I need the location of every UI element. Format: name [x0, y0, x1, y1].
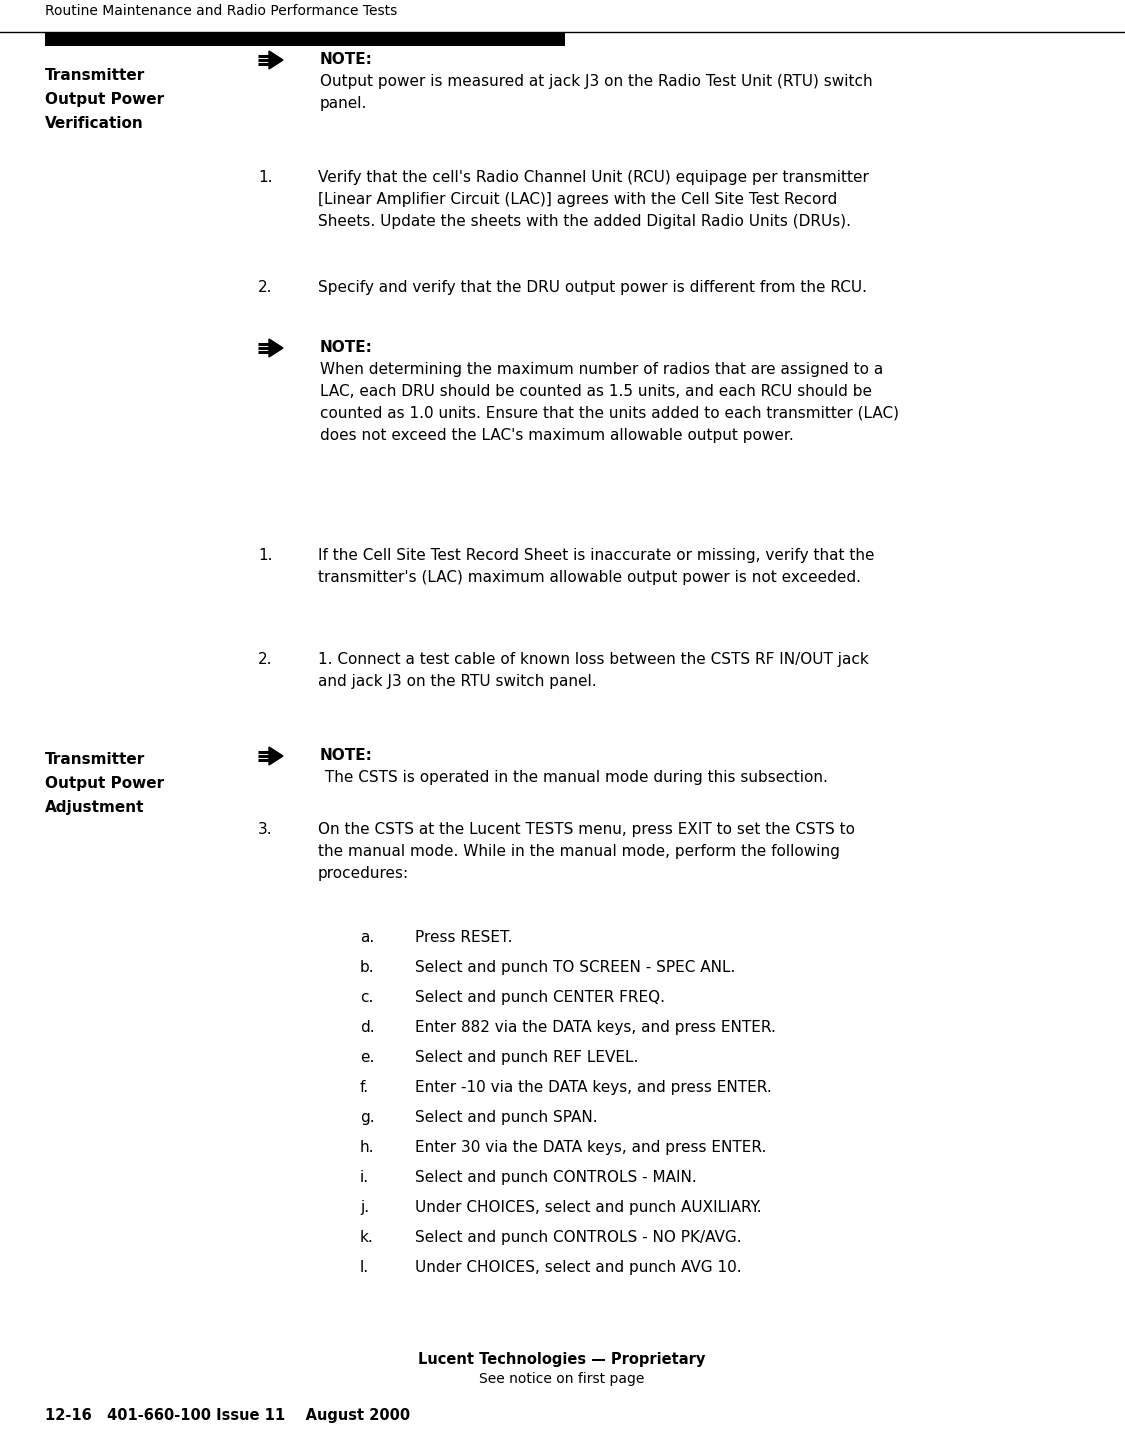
Text: Output power is measured at jack J3 on the Radio Test Unit (RTU) switch: Output power is measured at jack J3 on t… [319, 74, 873, 89]
Text: Under CHOICES, select and punch AUXILIARY.: Under CHOICES, select and punch AUXILIAR… [415, 1200, 762, 1216]
Text: Specify and verify that the DRU output power is different from the RCU.: Specify and verify that the DRU output p… [318, 280, 867, 295]
Text: panel.: panel. [319, 96, 368, 112]
Text: When determining the maximum number of radios that are assigned to a: When determining the maximum number of r… [319, 362, 883, 378]
Text: Press RESET.: Press RESET. [415, 930, 513, 945]
Text: and jack J3 on the RTU switch panel.: and jack J3 on the RTU switch panel. [318, 674, 596, 689]
Text: Enter -10 via the DATA keys, and press ENTER.: Enter -10 via the DATA keys, and press E… [415, 1080, 772, 1095]
Text: Sheets. Update the sheets with the added Digital Radio Units (DRUs).: Sheets. Update the sheets with the added… [318, 214, 850, 229]
Text: Select and punch CONTROLS - MAIN.: Select and punch CONTROLS - MAIN. [415, 1170, 696, 1185]
Text: i.: i. [360, 1170, 369, 1185]
Polygon shape [269, 339, 284, 358]
Text: See notice on first page: See notice on first page [479, 1371, 645, 1386]
Text: transmitter's (LAC) maximum allowable output power is not exceeded.: transmitter's (LAC) maximum allowable ou… [318, 571, 861, 585]
Text: The CSTS is operated in the manual mode during this subsection.: The CSTS is operated in the manual mode … [319, 769, 828, 785]
Text: the manual mode. While in the manual mode, perform the following: the manual mode. While in the manual mod… [318, 844, 840, 859]
Text: Select and punch TO SCREEN - SPEC ANL.: Select and punch TO SCREEN - SPEC ANL. [415, 960, 736, 975]
Text: Enter 882 via the DATA keys, and press ENTER.: Enter 882 via the DATA keys, and press E… [415, 1020, 776, 1035]
Text: NOTE:: NOTE: [319, 748, 372, 764]
Text: NOTE:: NOTE: [319, 51, 372, 67]
Text: j.: j. [360, 1200, 369, 1216]
Text: Lucent Technologies — Proprietary: Lucent Technologies — Proprietary [418, 1351, 705, 1367]
Text: Select and punch REF LEVEL.: Select and punch REF LEVEL. [415, 1050, 638, 1065]
Text: Output Power: Output Power [45, 776, 164, 791]
Bar [45, 31, 565, 46]
Text: Output Power: Output Power [45, 92, 164, 107]
Text: Enter 30 via the DATA keys, and press ENTER.: Enter 30 via the DATA keys, and press EN… [415, 1140, 766, 1155]
Text: counted as 1.0 units. Ensure that the units added to each transmitter (LAC): counted as 1.0 units. Ensure that the un… [319, 406, 899, 420]
Text: f.: f. [360, 1080, 369, 1095]
Text: [Linear Amplifier Circuit (LAC)] agrees with the Cell Site Test Record: [Linear Amplifier Circuit (LAC)] agrees … [318, 192, 837, 207]
Text: h.: h. [360, 1140, 375, 1155]
Polygon shape [269, 51, 284, 69]
Text: Under CHOICES, select and punch AVG 10.: Under CHOICES, select and punch AVG 10. [415, 1260, 741, 1276]
Text: c.: c. [360, 990, 374, 1005]
Text: NOTE:: NOTE: [319, 340, 372, 355]
Text: Verification: Verification [45, 116, 144, 132]
Text: a.: a. [360, 930, 375, 945]
Text: 3.: 3. [258, 822, 272, 837]
Text: If the Cell Site Test Record Sheet is inaccurate or missing, verify that the: If the Cell Site Test Record Sheet is in… [318, 548, 874, 563]
Text: procedures:: procedures: [318, 867, 409, 881]
Text: 2.: 2. [258, 652, 272, 666]
Text: b.: b. [360, 960, 375, 975]
Text: 2.: 2. [258, 280, 272, 295]
Text: On the CSTS at the Lucent TESTS menu, press EXIT to set the CSTS to: On the CSTS at the Lucent TESTS menu, pr… [318, 822, 855, 837]
Text: Routine Maintenance and Radio Performance Tests: Routine Maintenance and Radio Performanc… [45, 4, 397, 19]
Text: Transmitter: Transmitter [45, 69, 145, 83]
Text: 1.: 1. [258, 548, 272, 563]
Text: Select and punch CENTER FREQ.: Select and punch CENTER FREQ. [415, 990, 665, 1005]
Text: LAC, each DRU should be counted as 1.5 units, and each RCU should be: LAC, each DRU should be counted as 1.5 u… [319, 385, 872, 399]
Text: 1.: 1. [258, 170, 272, 184]
Text: l.: l. [360, 1260, 369, 1276]
Text: g.: g. [360, 1110, 375, 1125]
Polygon shape [269, 746, 284, 765]
Text: Transmitter: Transmitter [45, 752, 145, 766]
Text: does not exceed the LAC's maximum allowable output power.: does not exceed the LAC's maximum allowa… [319, 428, 794, 443]
Text: d.: d. [360, 1020, 375, 1035]
Text: e.: e. [360, 1050, 375, 1065]
Text: Adjustment: Adjustment [45, 799, 144, 815]
Text: Select and punch SPAN.: Select and punch SPAN. [415, 1110, 597, 1125]
Text: k.: k. [360, 1230, 374, 1246]
Text: 12-16   401-660-100 Issue 11    August 2000: 12-16 401-660-100 Issue 11 August 2000 [45, 1409, 411, 1423]
Text: Verify that the cell's Radio Channel Unit (RCU) equipage per transmitter: Verify that the cell's Radio Channel Uni… [318, 170, 868, 184]
Text: Select and punch CONTROLS - NO PK/AVG.: Select and punch CONTROLS - NO PK/AVG. [415, 1230, 741, 1246]
Text: 1. Connect a test cable of known loss between the CSTS RF IN/OUT jack: 1. Connect a test cable of known loss be… [318, 652, 868, 666]
